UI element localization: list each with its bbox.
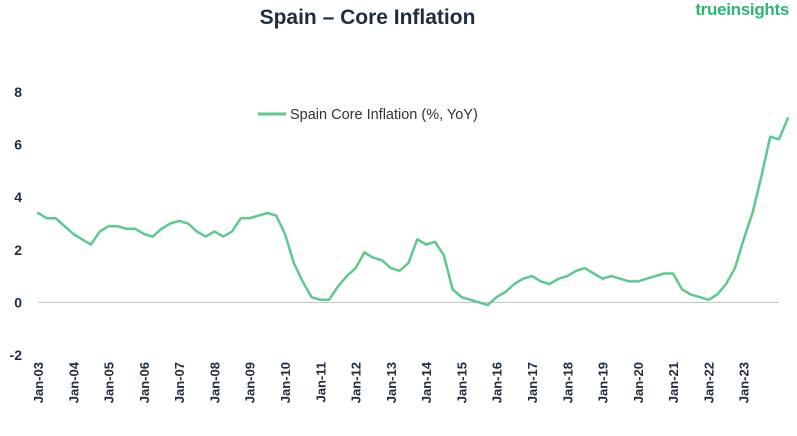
x-tick-label: Jan-20 <box>631 362 646 403</box>
x-tick-label: Jan-19 <box>596 362 611 403</box>
x-axis: Jan-03 Jan-04 Jan-05 Jan-06 Jan-07 Jan-08 Jan-… <box>31 301 779 403</box>
x-tick-label: Jan-05 <box>102 362 117 403</box>
y-tick-label: 6 <box>14 137 22 153</box>
x-tick-label: Jan-21 <box>666 362 681 403</box>
x-tick-label: Jan-03 <box>31 362 46 403</box>
y-axis: -2 0 2 4 6 8 <box>10 84 23 363</box>
brand-logo: trueinsights <box>695 0 789 19</box>
y-tick-label: 8 <box>14 84 22 100</box>
legend: Spain Core Inflation (%, YoY) <box>258 107 478 123</box>
x-tick-label: Jan-16 <box>490 362 505 403</box>
x-tick-label: Jan-13 <box>384 362 399 403</box>
x-tick-label: Jan-22 <box>701 362 716 403</box>
series-group <box>36 117 790 307</box>
x-tick-label: Jan-10 <box>278 362 293 403</box>
series-line <box>36 117 790 307</box>
x-tick-label: Jan-09 <box>243 362 258 403</box>
x-tick-label: Jan-17 <box>525 362 540 403</box>
x-tick-label: Jan-07 <box>172 362 187 403</box>
x-tick-label: Jan-14 <box>419 361 434 403</box>
y-tick-label: 0 <box>14 294 22 310</box>
y-tick-label: -2 <box>10 347 23 363</box>
y-tick-label: 4 <box>14 189 22 205</box>
x-tick-label: Jan-04 <box>66 361 81 403</box>
y-tick-label: 2 <box>14 242 22 258</box>
x-tick-label: Jan-18 <box>560 362 575 403</box>
x-tick-label: Jan-12 <box>349 362 364 403</box>
x-tick-label: Jan-23 <box>737 362 752 403</box>
chart-title: Spain – Core Inflation <box>259 6 476 29</box>
legend-label: Spain Core Inflation (%, YoY) <box>290 107 478 123</box>
x-tick-label: Jan-11 <box>313 362 328 402</box>
x-tick-label: Jan-15 <box>454 362 469 403</box>
x-tick-label: Jan-08 <box>207 362 222 403</box>
x-tick-label: Jan-06 <box>137 362 152 403</box>
